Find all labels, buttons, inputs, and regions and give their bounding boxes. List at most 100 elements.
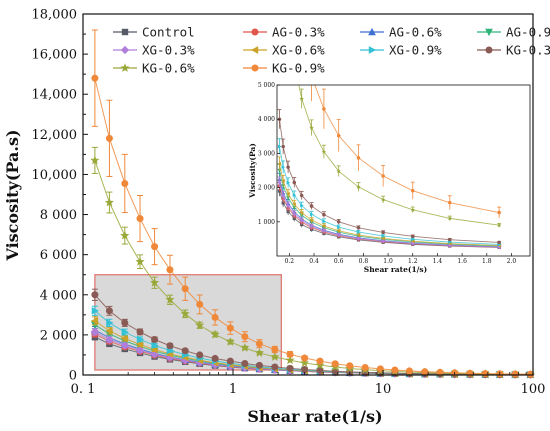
legend-item: AG-0.3% <box>243 24 325 39</box>
legend-item: KG-0.9% <box>243 60 325 75</box>
inset-series-xg-0-9- <box>277 138 502 247</box>
data-point <box>105 335 114 344</box>
inset-data-point <box>292 211 297 217</box>
inset-data-point <box>336 133 341 138</box>
inset-x-tick-label: 0.4 <box>309 258 319 265</box>
data-point <box>225 337 235 346</box>
inset-data-point <box>292 202 296 206</box>
inset-data-point <box>286 16 291 20</box>
legend-marker <box>250 46 259 54</box>
legend-marker <box>368 46 377 54</box>
legend-label: KG-0.3% <box>506 42 550 57</box>
data-point <box>316 366 324 374</box>
legend-marker <box>485 46 493 54</box>
data-point <box>135 346 145 355</box>
series-kg-0-9- <box>91 29 534 378</box>
legend-label: AG-0.9% <box>506 24 550 39</box>
data-point <box>331 360 339 368</box>
data-point <box>301 365 309 374</box>
data-point <box>255 340 263 348</box>
inset-x-axis-title: Shear rate(1/s) <box>364 265 427 274</box>
inset-series-kg-0-6- <box>286 16 502 228</box>
data-point <box>301 354 309 362</box>
data-point <box>151 335 159 344</box>
legend-marker <box>368 27 376 36</box>
data-point <box>316 357 324 365</box>
inset-data-point <box>299 96 304 101</box>
data-point <box>241 359 249 367</box>
data-point <box>286 350 294 358</box>
inset-x-tick-label: 2.0 <box>507 258 517 265</box>
y-tick-label: 4 000 <box>40 288 77 303</box>
inset-data-point <box>277 161 282 166</box>
data-point <box>391 366 399 374</box>
data-point <box>195 320 205 330</box>
inset-x-tick-label: 0.2 <box>285 258 295 265</box>
inset-data-point <box>292 193 297 198</box>
inset-data-point <box>337 225 341 230</box>
inset-data-point <box>411 237 415 242</box>
legend-label: XG-0.6% <box>272 42 325 57</box>
y-tick-label: 10,000 <box>32 168 78 183</box>
data-point <box>120 230 130 240</box>
data-point <box>136 215 144 223</box>
inset-data-point <box>336 168 341 174</box>
data-point <box>270 352 280 361</box>
legend-marker <box>251 28 259 36</box>
legend-label: XG-0.3% <box>142 42 195 57</box>
legend-marker <box>120 63 130 72</box>
inset-x-tick-label: 1.4 <box>433 258 443 265</box>
data-point <box>285 355 295 365</box>
y-tick-label: 8 000 <box>40 208 77 223</box>
inset-data-point <box>356 233 361 237</box>
legend-item: KG-0.3% <box>477 42 550 57</box>
data-point <box>226 357 234 365</box>
inset-data-point <box>496 222 502 228</box>
data-point <box>121 328 129 336</box>
inset-data-point <box>322 212 326 217</box>
inset-data-point <box>497 240 501 245</box>
inset-data-point <box>380 197 386 202</box>
inset-data-point <box>410 239 415 244</box>
inset-y-tick-label: 2 000 <box>258 185 275 192</box>
legend-item: AG-0.9% <box>477 24 550 39</box>
legend: Control AG-0.3% AG-0.6% AG-0.9% XG-0.3% XG-0.… <box>113 24 550 75</box>
x-tick-label: 100 <box>521 382 546 397</box>
main-axes: 0 2 000 4 000 6 000 8 000 10,000 12,000 14,000 1… <box>32 8 546 398</box>
data-point <box>255 361 263 369</box>
data-point <box>166 266 174 274</box>
legend-marker <box>121 28 129 36</box>
data-point <box>254 348 264 357</box>
inset-x-tick-label: 0.6 <box>334 258 344 265</box>
inset-series-kg-0-9- <box>311 85 502 219</box>
inset-series-kg-0-3- <box>277 109 502 245</box>
legend-marker <box>251 64 259 72</box>
data-point <box>210 329 220 339</box>
inset-data-point <box>299 218 304 223</box>
inset-data-point <box>356 230 361 234</box>
data-point <box>121 179 129 187</box>
data-point <box>271 363 279 371</box>
inset-data-point <box>321 229 326 234</box>
inset-x-tick-label: 1.8 <box>482 258 492 265</box>
data-point <box>150 277 160 287</box>
inset-data-point <box>410 234 415 239</box>
inset-data-point <box>381 239 386 244</box>
data-point <box>526 370 534 378</box>
inset-data-point <box>309 212 314 217</box>
data-point <box>196 351 204 359</box>
data-point <box>511 370 519 378</box>
inset-data-point <box>447 215 453 221</box>
y-tick-label: 18,000 <box>32 8 78 23</box>
inset-data-point <box>281 178 285 183</box>
data-point <box>166 342 174 350</box>
legend-item: AG-0.6% <box>360 24 442 39</box>
data-point <box>466 369 474 377</box>
inset-y-tick-label: 3 000 <box>258 150 275 157</box>
inset-data-point <box>448 200 452 205</box>
inset-x-tick-label: 1.2 <box>408 258 418 265</box>
inset-data-point <box>322 219 326 224</box>
inset-data-point <box>277 180 282 185</box>
inset-frame <box>276 84 531 257</box>
y-axis-title: Viscosity(Pa.s) <box>3 129 22 261</box>
